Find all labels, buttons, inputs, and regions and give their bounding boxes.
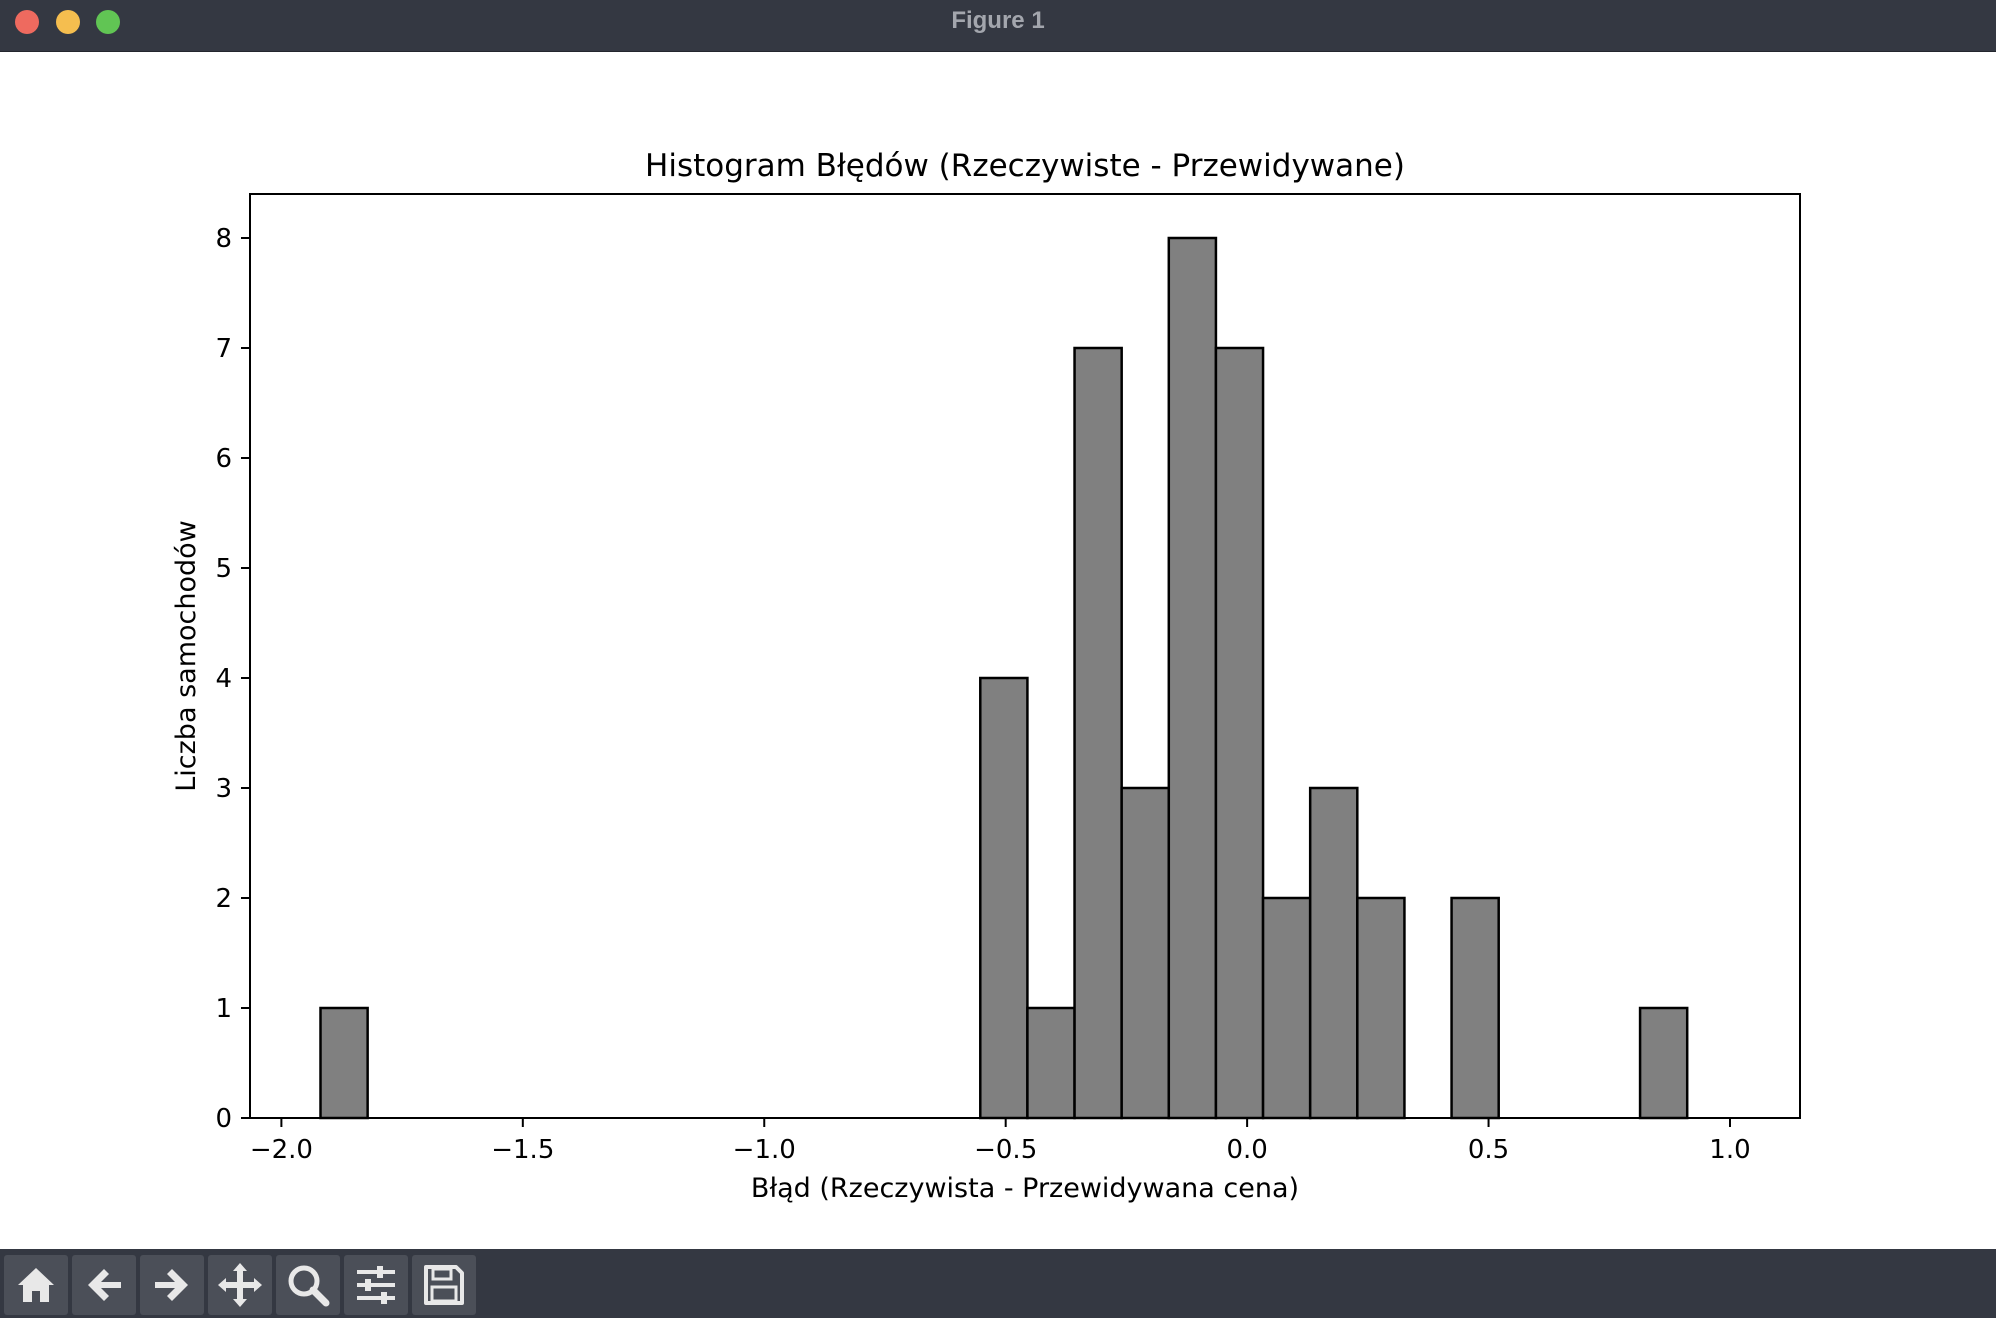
y-tick-label: 4	[215, 664, 232, 694]
y-tick-label: 7	[215, 334, 232, 364]
y-tick-label: 1	[215, 994, 232, 1024]
x-tick-label: 1.0	[1709, 1135, 1750, 1165]
floppy-disk-icon	[424, 1265, 464, 1305]
histogram-bar	[1356, 896, 1406, 1120]
figure-canvas[interactable]: −2.0 −1.5 −1.0 −0.5 0.0 0.5 1.0 0 1 2 3 4 5 6 7 8 Hist…	[0, 52, 1996, 1249]
home-icon	[18, 1268, 54, 1302]
home-button[interactable]	[4, 1255, 68, 1315]
histogram-bar	[1638, 1006, 1689, 1120]
chart-title: Histogram Błędów (Rzeczywiste - Przewidy…	[645, 148, 1405, 184]
histogram-bar	[1073, 346, 1123, 1120]
navigation-toolbar	[0, 1249, 1996, 1318]
y-tick-label: 6	[215, 444, 232, 474]
y-tick-label: 5	[215, 554, 232, 584]
histogram-bar	[1167, 236, 1218, 1120]
bars-layer	[319, 236, 1689, 1120]
x-tick-label: −0.5	[974, 1135, 1037, 1165]
y-tick-label: 8	[215, 224, 232, 254]
histogram-bar	[1261, 896, 1312, 1120]
x-axis: −2.0 −1.5 −1.0 −0.5 0.0 0.5 1.0	[250, 1118, 1751, 1165]
axes-frame	[249, 193, 1801, 1119]
histogram-bar	[1214, 346, 1265, 1120]
zoom-button[interactable]	[276, 1255, 340, 1315]
sliders-icon	[357, 1266, 395, 1304]
histogram-bar	[1120, 786, 1171, 1120]
y-tick-label: 3	[215, 774, 232, 804]
x-tick-label: −1.0	[733, 1135, 796, 1165]
move-icon	[218, 1263, 262, 1307]
window-titlebar: Figure 1	[0, 0, 1996, 52]
y-axis-label: Liczba samochodów	[171, 520, 202, 791]
x-tick-label: 0.5	[1468, 1135, 1509, 1165]
y-tick-label: 2	[215, 884, 232, 914]
histogram-bar	[1450, 896, 1500, 1120]
x-axis-label: Błąd (Rzeczywista - Przewidywana cena)	[751, 1173, 1299, 1204]
arrow-left-icon	[88, 1269, 121, 1301]
minimize-window-button[interactable]	[56, 10, 80, 34]
y-tick-label: 0	[215, 1104, 232, 1134]
magnifier-icon	[288, 1265, 330, 1307]
pan-button[interactable]	[208, 1255, 272, 1315]
arrow-right-icon	[155, 1269, 188, 1301]
histogram-chart: −2.0 −1.5 −1.0 −0.5 0.0 0.5 1.0 0 1 2 3 4 5 6 7 8 Hist…	[171, 148, 1801, 1204]
maximize-window-button[interactable]	[96, 10, 120, 34]
save-button[interactable]	[412, 1255, 476, 1315]
histogram-bar	[1308, 786, 1359, 1120]
back-button[interactable]	[72, 1255, 136, 1315]
histogram-bar	[1026, 1006, 1076, 1120]
close-window-button[interactable]	[15, 10, 39, 34]
x-tick-label: −1.5	[491, 1135, 554, 1165]
histogram-bar	[319, 1006, 369, 1120]
window-title: Figure 1	[951, 7, 1045, 34]
x-tick-label: 0.0	[1226, 1135, 1267, 1165]
configure-subplots-button[interactable]	[344, 1255, 408, 1315]
y-axis: 0 1 2 3 4 5 6 7 8	[215, 224, 250, 1134]
histogram-bar	[979, 676, 1029, 1120]
x-tick-label: −2.0	[250, 1135, 313, 1165]
forward-button[interactable]	[140, 1255, 204, 1315]
